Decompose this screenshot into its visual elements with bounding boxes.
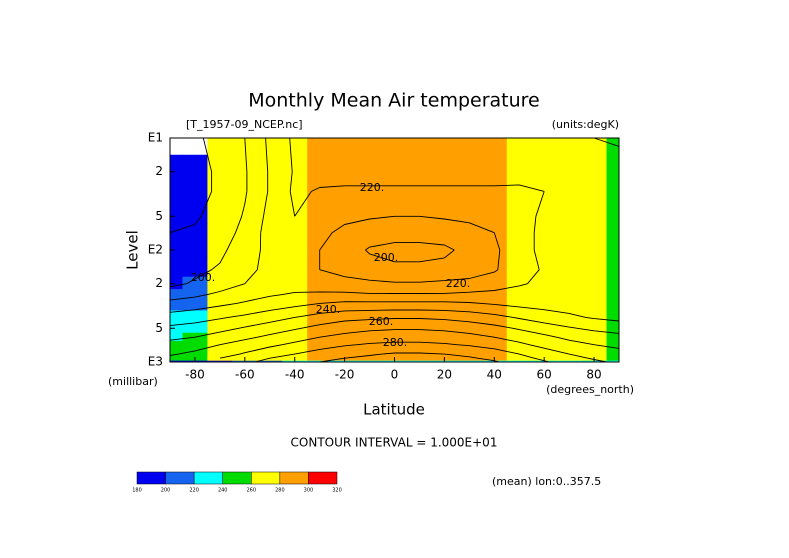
field-cell: [182, 289, 208, 300]
contour-line: [169, 137, 501, 301]
field-cell: [581, 138, 608, 361]
field-cell: [170, 289, 183, 300]
contour-label: 260.: [369, 315, 394, 328]
colorbar-label: 200: [161, 488, 171, 494]
field-cell: [182, 299, 208, 311]
units-label: (units:degK): [552, 118, 619, 131]
field-cell: [556, 138, 583, 361]
field-cell: [170, 356, 183, 361]
x-tick-label: 20: [437, 368, 452, 382]
field-cell: [531, 138, 558, 361]
colorbar-box: [165, 471, 195, 485]
contour-line: [169, 309, 620, 341]
field-cell: [481, 138, 508, 361]
colorbar-box: [251, 471, 281, 485]
field-cell: [282, 138, 308, 361]
field-cell: [170, 203, 183, 225]
contour-line: [169, 137, 545, 313]
x-units: (degrees_north): [546, 383, 634, 396]
field-cell: [456, 138, 483, 361]
contour-label: 280.: [383, 336, 408, 349]
field-cell: [606, 138, 620, 361]
x-tick-label: -40: [285, 368, 305, 382]
mean-note: (mean) lon:0..357.5: [492, 475, 601, 488]
contour-line: [254, 341, 550, 363]
field-cell: [170, 154, 183, 183]
contour-label: 220.: [360, 181, 385, 194]
colorbar-box: [222, 471, 252, 485]
y-tick-label: E1: [148, 131, 163, 145]
y-tick-label: 5: [155, 321, 163, 335]
contour-line: [169, 318, 620, 356]
field-cell: [170, 322, 183, 334]
colorbar-label: 220: [189, 488, 199, 494]
colorbar-label: 280: [275, 488, 285, 494]
field-cell: [182, 276, 208, 290]
x-tick-label: 60: [537, 368, 552, 382]
colorbar-box: [279, 471, 309, 485]
field-cell: [170, 340, 183, 350]
field-cell: [182, 203, 208, 225]
field-cell: [232, 138, 258, 361]
x-tick-label: -20: [335, 368, 355, 382]
field-cell: [170, 310, 183, 324]
x-tick-label: 40: [487, 368, 502, 382]
field-cell: [170, 181, 183, 205]
colorbar-label: 320: [332, 488, 342, 494]
colorbar-label: 240: [218, 488, 228, 494]
colorbar-label: 180: [132, 488, 142, 494]
field-cell: [182, 340, 208, 350]
field-cell: [357, 138, 383, 361]
contour-interval: CONTOUR INTERVAL = 1.000E+01: [291, 436, 498, 450]
contour-label: 240.: [316, 303, 341, 316]
field-cell: [257, 138, 283, 361]
field-cell: [170, 224, 183, 242]
field-cell: [182, 154, 208, 183]
y-tick-label: 5: [155, 209, 163, 223]
field-cell: [170, 276, 183, 290]
contour-label: 200.: [191, 271, 216, 284]
field-cell: [182, 181, 208, 205]
colorbar-label: 260: [247, 488, 257, 494]
colorbar-box: [136, 471, 166, 485]
field-cell: [382, 138, 408, 361]
field-cell: [170, 349, 183, 357]
y-tick-label: 2: [155, 276, 163, 290]
colorbar-box: [308, 471, 338, 485]
x-tick-label: 0: [391, 368, 399, 382]
field-cell: [182, 322, 208, 334]
field-cell: [182, 259, 208, 278]
x-tick-label: -80: [185, 368, 205, 382]
field-cell: [170, 299, 183, 311]
y-tick-label: E3: [148, 355, 163, 369]
colorbar-box: [193, 471, 223, 485]
x-tick-label: -60: [235, 368, 255, 382]
y-tick-label: 2: [155, 164, 163, 178]
chart-title: Monthly Mean Air temperature: [248, 90, 539, 112]
field-cell: [332, 138, 358, 361]
field-cell: [182, 310, 208, 324]
contour-label: 220.: [446, 277, 471, 290]
field-cell: [182, 224, 208, 242]
field-cell: [182, 349, 208, 357]
contour-line: [219, 329, 607, 363]
y-axis-label: Level: [124, 230, 142, 270]
field-cell: [406, 138, 433, 361]
field-cell: [170, 332, 183, 342]
contour-line: [169, 137, 213, 234]
file-label: [T_1957-09_NCEP.nc]: [186, 118, 303, 131]
field-cell: [182, 241, 208, 261]
field-cell: [506, 138, 533, 361]
y-units: (millibar): [108, 375, 158, 388]
contour-label: 200.: [374, 251, 399, 264]
x-tick-label: 80: [586, 368, 601, 382]
field-cell: [170, 241, 183, 261]
y-tick-label: E2: [148, 243, 163, 257]
colorbar-label: 300: [304, 488, 314, 494]
x-axis-label: Latitude: [363, 401, 425, 419]
field-cell: [170, 259, 183, 278]
